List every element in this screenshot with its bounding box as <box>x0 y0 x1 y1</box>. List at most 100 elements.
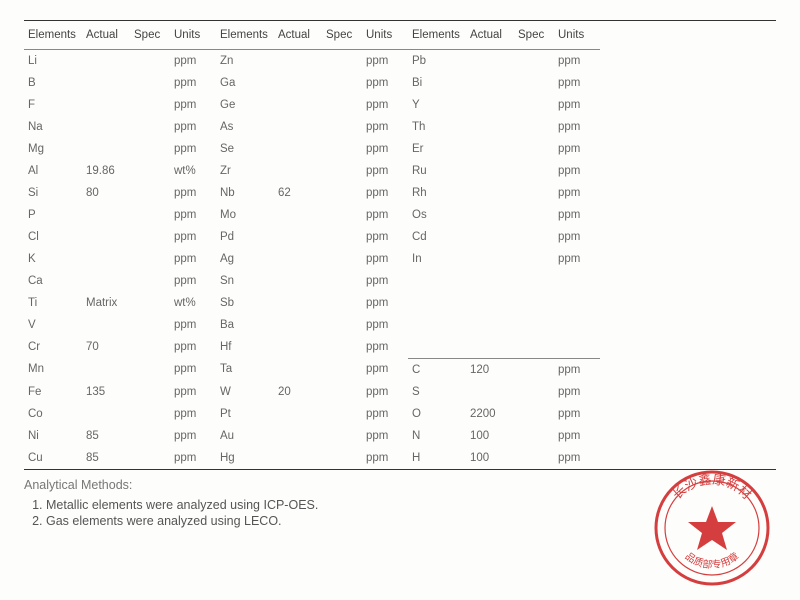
units-cell: ppm <box>554 204 600 226</box>
element-cell: Ga <box>216 72 274 94</box>
spec-cell <box>130 160 170 182</box>
col-header: Spec <box>322 21 362 50</box>
units-cell: ppm <box>362 94 408 116</box>
actual-cell <box>466 226 514 248</box>
spec-cell <box>130 72 170 94</box>
element-cell: Ru <box>408 160 466 182</box>
method-item: Metallic elements were analyzed using IC… <box>46 498 776 512</box>
units-cell: ppm <box>362 138 408 160</box>
units-cell: ppm <box>170 381 216 403</box>
element-cell <box>408 336 466 358</box>
actual-cell <box>82 116 130 138</box>
actual-cell: 100 <box>466 447 514 469</box>
element-cell: C <box>408 358 466 381</box>
units-cell: ppm <box>362 160 408 182</box>
actual-cell <box>466 204 514 226</box>
units-cell: ppm <box>362 403 408 425</box>
units-cell: ppm <box>554 50 600 72</box>
actual-cell <box>82 204 130 226</box>
spec-cell <box>322 116 362 138</box>
spec-cell <box>514 182 554 204</box>
spec-cell <box>130 248 170 270</box>
units-cell: ppm <box>554 116 600 138</box>
spec-cell <box>130 50 170 72</box>
spec-cell <box>514 358 554 381</box>
element-cell: Rh <box>408 182 466 204</box>
units-cell: ppm <box>362 358 408 381</box>
element-cell: Cu <box>24 447 82 469</box>
actual-cell: 2200 <box>466 403 514 425</box>
units-cell <box>554 314 600 336</box>
spec-cell <box>130 336 170 358</box>
units-cell <box>554 292 600 314</box>
element-cell: Cd <box>408 226 466 248</box>
spec-cell <box>514 270 554 292</box>
spec-cell <box>514 138 554 160</box>
element-cell: Os <box>408 204 466 226</box>
spec-cell <box>130 314 170 336</box>
actual-cell <box>274 358 322 381</box>
units-cell: ppm <box>170 447 216 469</box>
units-cell: ppm <box>362 72 408 94</box>
units-cell: ppm <box>170 314 216 336</box>
units-cell: wt% <box>170 160 216 182</box>
spec-cell <box>322 72 362 94</box>
col-header: Actual <box>82 21 130 50</box>
actual-cell <box>466 138 514 160</box>
element-cell: Au <box>216 425 274 447</box>
method-item: Gas elements were analyzed using LECO. <box>46 514 776 528</box>
actual-cell <box>82 138 130 160</box>
analytical-methods: Analytical Methods: Metallic elements we… <box>24 478 776 528</box>
actual-cell <box>274 160 322 182</box>
units-cell: ppm <box>170 358 216 381</box>
element-cell: Sb <box>216 292 274 314</box>
element-cell: Al <box>24 160 82 182</box>
spec-cell <box>322 138 362 160</box>
units-cell: ppm <box>554 358 600 381</box>
element-cell: Cl <box>24 226 82 248</box>
element-cell: Ti <box>24 292 82 314</box>
element-cell: Ni <box>24 425 82 447</box>
spec-cell <box>130 403 170 425</box>
units-cell: wt% <box>170 292 216 314</box>
units-cell: ppm <box>362 204 408 226</box>
element-cell: Y <box>408 94 466 116</box>
spec-cell <box>322 292 362 314</box>
spec-cell <box>130 182 170 204</box>
actual-cell <box>466 72 514 94</box>
element-cell: Si <box>24 182 82 204</box>
units-cell: ppm <box>554 94 600 116</box>
spec-cell <box>322 336 362 358</box>
spec-cell <box>322 160 362 182</box>
actual-cell <box>274 336 322 358</box>
actual-cell <box>82 270 130 292</box>
element-cell: Mo <box>216 204 274 226</box>
actual-cell <box>274 138 322 160</box>
spec-cell <box>514 50 554 72</box>
actual-cell <box>274 403 322 425</box>
spec-cell <box>130 226 170 248</box>
element-cell: Hg <box>216 447 274 469</box>
spec-cell <box>130 447 170 469</box>
element-cell: V <box>24 314 82 336</box>
actual-cell <box>82 358 130 381</box>
col-header: Elements <box>24 21 82 50</box>
actual-cell <box>466 336 514 358</box>
units-cell: ppm <box>554 182 600 204</box>
actual-cell <box>466 160 514 182</box>
actual-cell: 85 <box>82 425 130 447</box>
units-cell: ppm <box>170 50 216 72</box>
element-cell <box>408 314 466 336</box>
actual-cell <box>274 226 322 248</box>
element-cell: Zn <box>216 50 274 72</box>
col-header: Units <box>362 21 408 50</box>
units-cell: ppm <box>554 447 600 469</box>
element-cell <box>408 292 466 314</box>
units-cell: ppm <box>362 292 408 314</box>
actual-cell: 62 <box>274 182 322 204</box>
units-cell: ppm <box>554 226 600 248</box>
spec-cell <box>514 336 554 358</box>
units-cell <box>554 336 600 358</box>
element-cell: K <box>24 248 82 270</box>
methods-list: Metallic elements were analyzed using IC… <box>24 498 776 528</box>
